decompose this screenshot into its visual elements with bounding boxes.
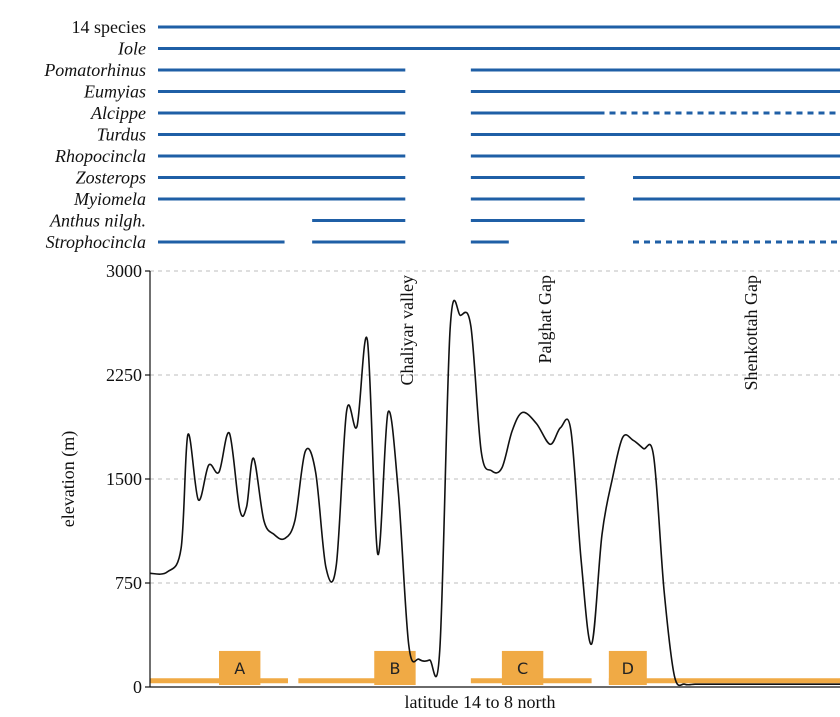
species-label-5: Rhopocincla (54, 146, 146, 166)
y-axis-label: elevation (m) (58, 431, 79, 527)
species-label-4: Turdus (97, 125, 146, 145)
species-label-1: Pomatorhinus (43, 60, 146, 80)
region-box-C (501, 650, 544, 685)
axes: 0 750 1500 2250 3000 elevation (m) latitude 14… (58, 261, 840, 712)
grid (150, 270, 840, 584)
y-tick-label-1: 750 (115, 573, 142, 593)
species-label-0: Iole (117, 39, 146, 59)
y-tick-label-2: 1500 (106, 469, 142, 489)
annotation-shenkottah-gap: Shenkottah Gap (741, 275, 761, 390)
species-label-8: Anthus nilgh. (49, 211, 146, 231)
y-tick-label-0: 0 (133, 677, 142, 697)
species-label-9: Strophocincla (46, 232, 146, 252)
species-label-2: Eumyias (83, 82, 146, 102)
annotation-chaliyar-valley: Chaliyar valley (397, 275, 417, 385)
annotations: Chaliyar valley Palghat Gap Shenkottah Gap (397, 275, 761, 390)
y-tick-label-4: 3000 (106, 261, 142, 281)
elevation-line (149, 299, 840, 687)
species-label-3: Alcippe (90, 103, 146, 123)
annotation-palghat-gap: Palghat Gap (535, 275, 555, 363)
region-box-D (608, 650, 647, 685)
x-axis-label: latitude 14 to 8 north (405, 692, 556, 712)
region-bars: A B C D (150, 650, 840, 685)
elevation-profile (149, 299, 840, 687)
y-tick-label-3: 2250 (106, 365, 142, 385)
species-label-6: Zosterops (76, 168, 146, 188)
region-box-B (374, 650, 416, 685)
region-label-A: A (234, 659, 245, 678)
species-header-label: 14 species (72, 17, 146, 37)
region-box-A (219, 650, 261, 685)
region-label-C: C (517, 659, 528, 678)
species-distribution-panel: 14 speciesIolePomatorhinusEumyiasAlcippe… (43, 17, 840, 252)
species-label-7: Myiomela (73, 189, 146, 209)
region-label-B: B (389, 659, 400, 678)
region-label-D: D (622, 659, 634, 678)
